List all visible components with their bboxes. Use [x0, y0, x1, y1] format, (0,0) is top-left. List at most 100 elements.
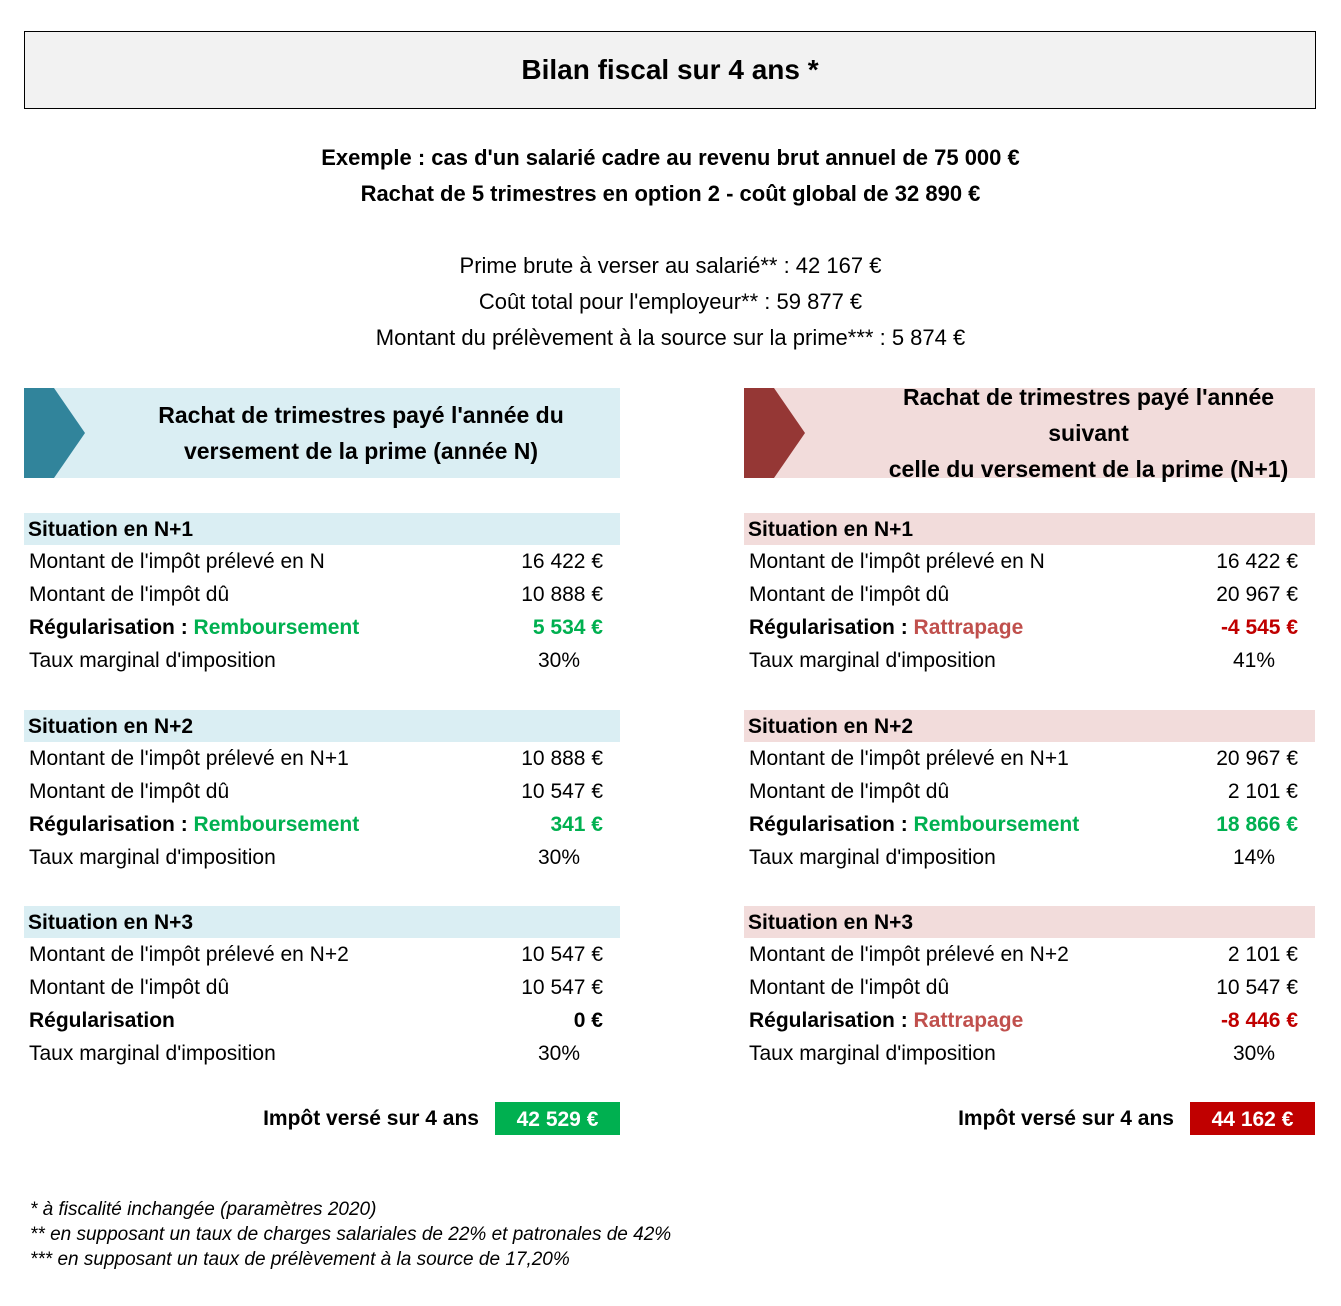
row-label: Montant de l'impôt dû: [749, 775, 1178, 808]
row-label-text: Régularisation :: [29, 616, 188, 639]
row-value: 10 888 €: [521, 583, 603, 606]
row-label: Montant de l'impôt dû: [29, 971, 483, 1004]
summary-employer-cost: Coût total pour l'employeur** : 59 877 €: [478, 289, 863, 314]
table-row: Montant de l'impôt prélevé en N+2 10 547 …: [24, 938, 620, 971]
table-row: Montant de l'impôt dû 10 547 €: [24, 971, 620, 1004]
footnote-2: ** en supposant un taux de charges salar…: [30, 1224, 672, 1245]
row-value: 5 534 €: [532, 616, 603, 639]
total-value: 44 162 €: [1190, 1102, 1315, 1135]
regularisation-type: Remboursement: [193, 813, 360, 836]
row-label-text: Régularisation: [29, 1009, 175, 1032]
row-value: 2 101 €: [1227, 943, 1298, 966]
regularisation-type: Rattrapage: [913, 616, 1024, 639]
example-line-1: Exemple : cas d'un salarié cadre au reve…: [321, 145, 1020, 170]
row-label-text: Taux marginal d'imposition: [29, 649, 276, 672]
row-label: Taux marginal d'imposition: [749, 644, 1155, 677]
banner-right: Rachat de trimestres payé l'année suivan…: [744, 384, 1315, 482]
row-value: 10 547 €: [521, 976, 603, 999]
row-label: Régularisation : Remboursement: [29, 611, 483, 644]
row-value: 10 547 €: [521, 943, 603, 966]
row-label: Taux marginal d'imposition: [29, 1037, 460, 1070]
section-title: Situation en N+2: [24, 710, 620, 742]
regularisation-type: Remboursement: [913, 813, 1080, 836]
row-label-text: Montant de l'impôt prélevé en N: [749, 550, 1045, 573]
table-row: Montant de l'impôt prélevé en N+1 10 888 …: [24, 742, 620, 775]
row-label: Taux marginal d'imposition: [29, 841, 460, 874]
row-label: Montant de l'impôt prélevé en N: [749, 545, 1178, 578]
row-label: Taux marginal d'imposition: [749, 841, 1155, 874]
banner-title: Rachat de trimestres payé l'année du vers…: [158, 397, 564, 469]
row-label-text: Taux marginal d'imposition: [749, 1042, 996, 1065]
section-left-2: Situation en N+2 Montant de l'impôt préle…: [24, 710, 620, 874]
summary-withholding: Montant du prélèvement à la source sur l…: [375, 325, 966, 350]
table-row: Montant de l'impôt prélevé en N 16 422 €: [24, 545, 620, 578]
row-value: 16 422 €: [1216, 550, 1298, 573]
banner-title: Rachat de trimestres payé l'année suivan…: [862, 379, 1315, 487]
row-value: -8 446 €: [1220, 1009, 1298, 1032]
row-value: 41%: [1232, 649, 1275, 672]
total-left: Impôt versé sur 4 ans 42 529 €: [24, 1102, 620, 1135]
row-value: 30%: [537, 649, 580, 672]
table-row: Montant de l'impôt prélevé en N+1 20 967 …: [744, 742, 1315, 775]
table-row: Taux marginal d'imposition 14%: [744, 841, 1315, 874]
total-right: Impôt versé sur 4 ans 44 162 €: [744, 1102, 1315, 1135]
row-label: Régularisation : Remboursement: [29, 808, 483, 841]
row-label-text: Montant de l'impôt dû: [29, 976, 230, 999]
table-row: Montant de l'impôt dû 10 888 €: [24, 578, 620, 611]
row-value: -4 545 €: [1220, 616, 1298, 639]
banner-line: Rachat de trimestres payé l'année suivan…: [902, 384, 1275, 446]
row-label: Montant de l'impôt prélevé en N: [29, 545, 483, 578]
regularisation-type: Rattrapage: [913, 1009, 1024, 1032]
table-row: Montant de l'impôt dû 2 101 €: [744, 775, 1315, 808]
row-value: 20 967 €: [1216, 583, 1298, 606]
row-label-text: Montant de l'impôt dû: [29, 780, 230, 803]
banner-line: Rachat de trimestres payé l'année du: [158, 402, 564, 428]
row-value: 30%: [537, 1042, 580, 1065]
row-value: 30%: [537, 846, 580, 869]
row-label-text: Montant de l'impôt dû: [29, 583, 230, 606]
row-label-text: Montant de l'impôt prélevé en N: [29, 550, 325, 573]
banner-line: versement de la prime (année N): [183, 438, 539, 464]
row-value: 10 888 €: [521, 747, 603, 770]
row-label-text: Montant de l'impôt prélevé en N+1: [749, 747, 1069, 770]
row-value: 14%: [1232, 846, 1275, 869]
section-right-1: Situation en N+1 Montant de l'impôt préle…: [744, 513, 1315, 677]
row-value: 18 866 €: [1216, 813, 1298, 836]
row-label: Montant de l'impôt dû: [749, 578, 1178, 611]
row-label-text: Montant de l'impôt prélevé en N+1: [29, 747, 349, 770]
table-row: Taux marginal d'imposition 30%: [744, 1037, 1315, 1070]
row-label: Montant de l'impôt dû: [29, 578, 483, 611]
arrow-chevron-icon: [744, 388, 805, 478]
row-label-text: Régularisation :: [749, 616, 908, 639]
table-row: Montant de l'impôt dû 20 967 €: [744, 578, 1315, 611]
row-value: 2 101 €: [1227, 780, 1298, 803]
row-value: 10 547 €: [1216, 976, 1298, 999]
summary-gross-bonus: Prime brute à verser au salarié** : 42 1…: [459, 253, 882, 278]
table-row: Montant de l'impôt prélevé en N+2 2 101 €: [744, 938, 1315, 971]
section-right-3: Situation en N+3 Montant de l'impôt préle…: [744, 906, 1315, 1070]
table-row: Montant de l'impôt prélevé en N 16 422 €: [744, 545, 1315, 578]
row-label-text: Montant de l'impôt dû: [749, 583, 950, 606]
section-title: Situation en N+2: [744, 710, 1315, 742]
section-left-1: Situation en N+1 Montant de l'impôt préle…: [24, 513, 620, 677]
row-label: Régularisation : Remboursement: [749, 808, 1178, 841]
row-value: 16 422 €: [521, 550, 603, 573]
section-left-3: Situation en N+3 Montant de l'impôt préle…: [24, 906, 620, 1070]
row-label-text: Régularisation :: [29, 813, 188, 836]
footnote-1: * à fiscalité inchangée (paramètres 2020…: [30, 1199, 377, 1220]
table-row: Taux marginal d'imposition 30%: [24, 1037, 620, 1070]
total-label: Impôt versé sur 4 ans: [263, 1106, 479, 1130]
row-label-text: Régularisation :: [749, 813, 908, 836]
table-row: Taux marginal d'imposition 41%: [744, 644, 1315, 677]
row-label-text: Taux marginal d'imposition: [29, 1042, 276, 1065]
total-label: Impôt versé sur 4 ans: [958, 1106, 1174, 1130]
row-label: Régularisation: [29, 1004, 483, 1037]
table-row: Régularisation : Rattrapage -8 446 €: [744, 1004, 1315, 1037]
row-label-text: Montant de l'impôt dû: [749, 976, 950, 999]
row-label: Taux marginal d'imposition: [29, 644, 460, 677]
row-label: Montant de l'impôt dû: [29, 775, 483, 808]
row-label: Montant de l'impôt prélevé en N+1: [749, 742, 1178, 775]
row-label-text: Régularisation :: [749, 1009, 908, 1032]
row-label-text: Montant de l'impôt dû: [749, 780, 950, 803]
page-title: Bilan fiscal sur 4 ans *: [24, 31, 1316, 109]
